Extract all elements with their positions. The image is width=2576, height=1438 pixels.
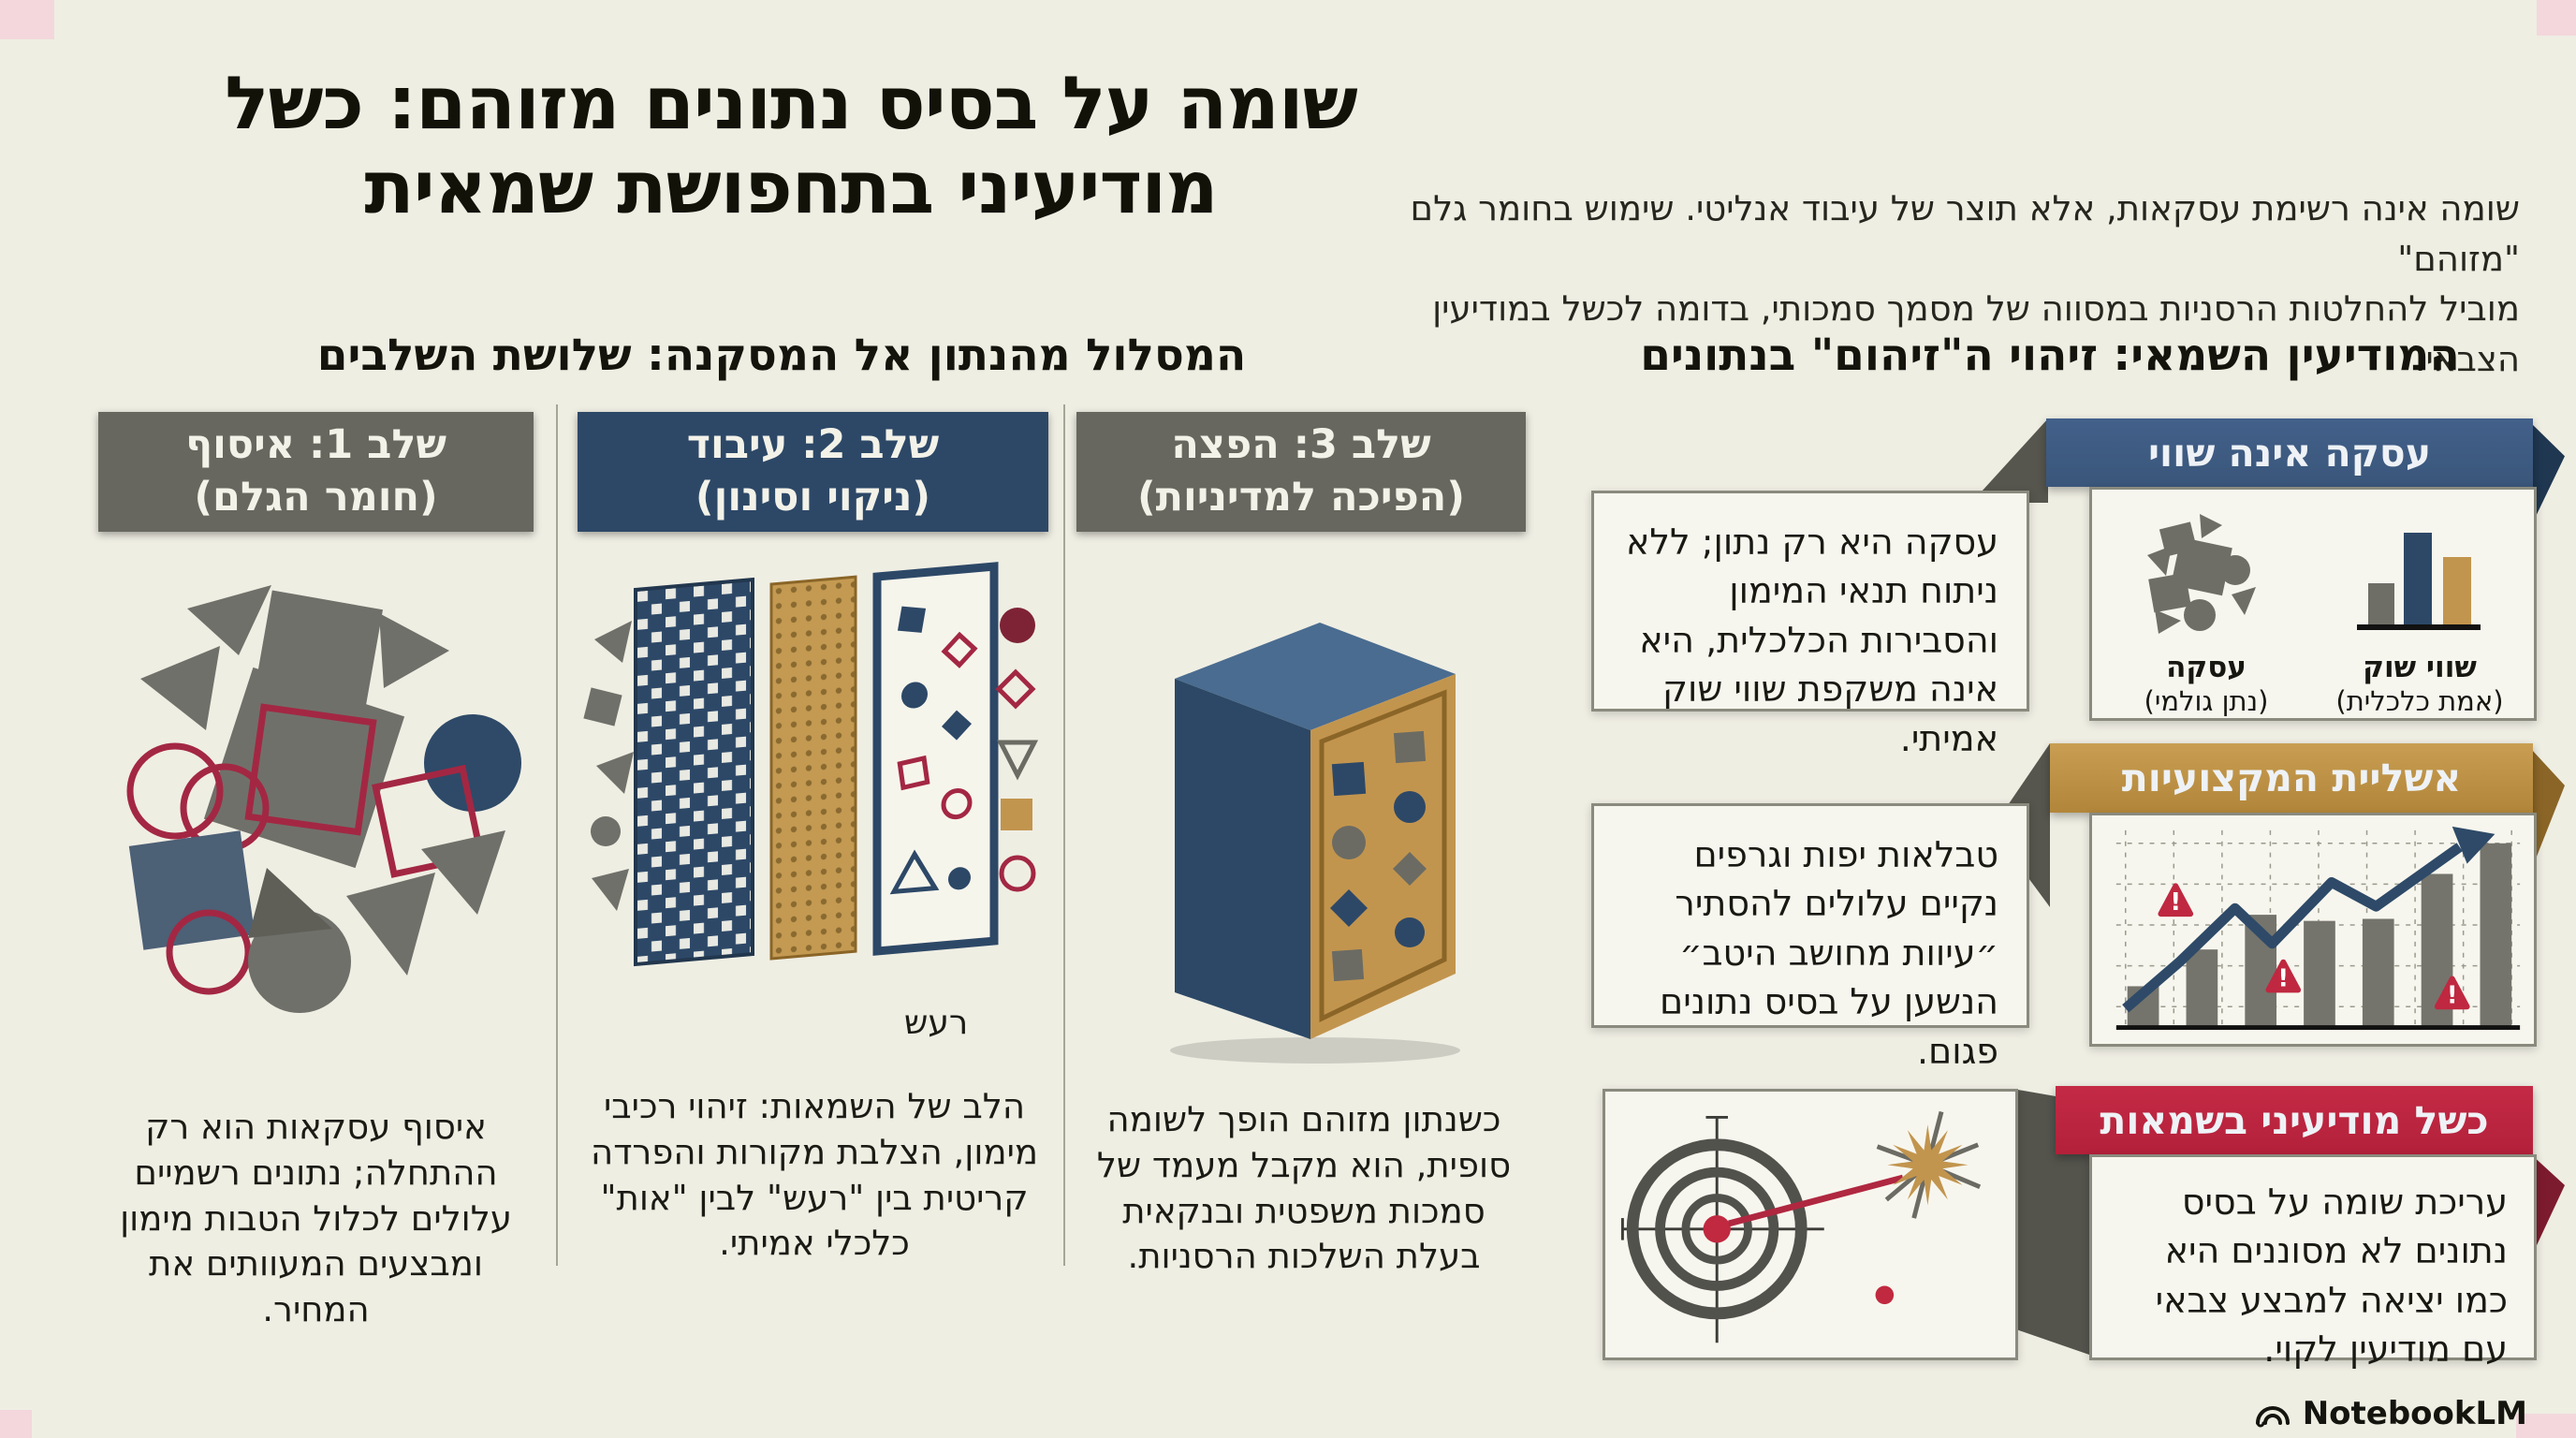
warning-icon: ! bbox=[2265, 959, 2302, 992]
svg-text:!: ! bbox=[2277, 964, 2289, 992]
impact-starburst bbox=[1887, 1124, 1969, 1206]
right-section-header: המודיעין השמאי: זיהוי ה"זיהום" בנתונים bbox=[1640, 330, 2460, 381]
transaction-sublabel: (נתן גולמי) bbox=[2144, 685, 2269, 718]
filter-screens-illustration bbox=[583, 562, 1039, 967]
transaction-icon-block: עסקה (נתן גולמי) bbox=[2103, 497, 2309, 717]
monolith-block-illustration bbox=[1170, 623, 1460, 1064]
card-2-description: טבלאות יפות וגרפים נקיים עלולים להסתיר ״… bbox=[1660, 834, 1998, 1072]
raw-shapes-pile-illustration bbox=[126, 585, 521, 1013]
card-1-description: עסקה היא רק נתון; ללא ניתוח תנאי המימון … bbox=[1626, 521, 1998, 759]
card-1-icon-panel: עסקה (נתן גולמי) שווי שוק (אמת כלכלית) bbox=[2089, 487, 2537, 721]
market-value-icon-block: שווי שוק (אמת כלכלית) bbox=[2317, 497, 2523, 717]
rising-chart-with-warnings-icon: ! ! ! bbox=[2115, 826, 2521, 1031]
page-title: שומה על בסיס נתונים מזוהם: כשל מודיעיני … bbox=[225, 62, 1358, 230]
stage-3-description: כשנתון מזוהם הופך לשומה סופית, הוא מקבל … bbox=[1096, 1099, 1512, 1277]
jumbled-shapes-icon bbox=[2147, 514, 2256, 634]
bar-chart-icon bbox=[2357, 533, 2481, 630]
stage-3-title: שלב 3: הפצה bbox=[1171, 421, 1431, 469]
noise-label: רעש bbox=[903, 1004, 969, 1042]
warning-icon: ! bbox=[2158, 883, 2194, 917]
transaction-label: עסקה bbox=[2166, 651, 2247, 684]
stage-2-subtitle: (ניקוי וסינון) bbox=[695, 474, 931, 521]
stage-1-description: איסוף עסקאות הוא רק ההתחלה; נתונים רשמיי… bbox=[120, 1107, 512, 1330]
corner-artifact-br bbox=[2516, 1414, 2576, 1438]
notebooklm-label: NotebookLM bbox=[2302, 1395, 2527, 1432]
card-3-text-panel: עריכת שומה על בסיס נתונים לא מסוננים היא… bbox=[2089, 1154, 2537, 1370]
missed-target-icon bbox=[1620, 1110, 1982, 1343]
card-3-target-panel bbox=[1603, 1089, 2018, 1360]
left-section-header: המסלול מהנתון אל המסקנה: שלושת השלבים bbox=[316, 330, 1247, 381]
card-1-text-panel: עסקה היא רק נתון; ללא ניתוח תנאי המימון … bbox=[1591, 491, 2029, 759]
stage-1-title: שלב 1: איסוף bbox=[185, 421, 446, 469]
card-2-ribbon: אשליית המקצועיות bbox=[2050, 743, 2533, 813]
column-divider bbox=[1063, 404, 1065, 1266]
card-1-ribbon: עסקה אינה שווי bbox=[2046, 418, 2533, 487]
corner-artifact-bl bbox=[0, 1410, 32, 1438]
page-subtitle: שומה אינה רשימת עסקאות, אלא תוצר של עיבו… bbox=[1322, 183, 2520, 385]
notebooklm-swirl-icon bbox=[2255, 1406, 2290, 1428]
market-value-sublabel: (אמת כלכלית) bbox=[2335, 685, 2504, 718]
card-3-ribbon: כשל מודיעיני בשמאות bbox=[2056, 1086, 2533, 1154]
subtitle-line-1: שומה אינה רשימת עסקאות, אלא תוצר של עיבו… bbox=[1410, 188, 2520, 279]
corner-artifact-tl bbox=[0, 0, 54, 39]
card-1-title: עסקה אינה שווי bbox=[2147, 430, 2432, 476]
stage-1-header: שלב 1: איסוף (חומר הגלם) bbox=[98, 412, 534, 532]
svg-text:!: ! bbox=[2170, 888, 2181, 917]
warning-icon: ! bbox=[2434, 976, 2470, 1009]
stage-3-header: שלב 3: הפצה (הפיכה למדיניות) bbox=[1076, 412, 1526, 532]
stage-2-description: הלב של השמאות: זיהוי רכיבי מימון, הצלבת … bbox=[591, 1086, 1038, 1264]
card-2-chart-panel: ! ! ! bbox=[2089, 813, 2537, 1047]
card-3-description: עריכת שומה על בסיס נתונים לא מסוננים היא… bbox=[2155, 1181, 2508, 1371]
card-3-title: כשל מודיעיני בשמאות bbox=[2100, 1097, 2489, 1143]
corner-artifact-tr bbox=[2537, 0, 2576, 36]
market-value-label: שווי שוק bbox=[2363, 651, 2477, 684]
stage-1-subtitle: (חומר הגלם) bbox=[194, 474, 438, 521]
stage-2-header: שלב 2: עיבוד (ניקוי וסינון) bbox=[578, 412, 1048, 532]
column-divider bbox=[556, 404, 558, 1266]
stage-3-subtitle: (הפיכה למדיניות) bbox=[1137, 474, 1466, 521]
svg-text:!: ! bbox=[2447, 981, 2458, 1009]
card-2-title: אשליית המקצועיות bbox=[2121, 756, 2462, 800]
subtitle-line-2: מוביל להחלטות הרסניות במסווה של מסמך סמכ… bbox=[1432, 288, 2520, 379]
notebooklm-brand: NotebookLM bbox=[2252, 1395, 2527, 1432]
stage-2-title: שלב 2: עיבוד bbox=[686, 421, 940, 469]
card-2-text-panel: טבלאות יפות וגרפים נקיים עלולים להסתיר ״… bbox=[1591, 803, 2029, 1072]
